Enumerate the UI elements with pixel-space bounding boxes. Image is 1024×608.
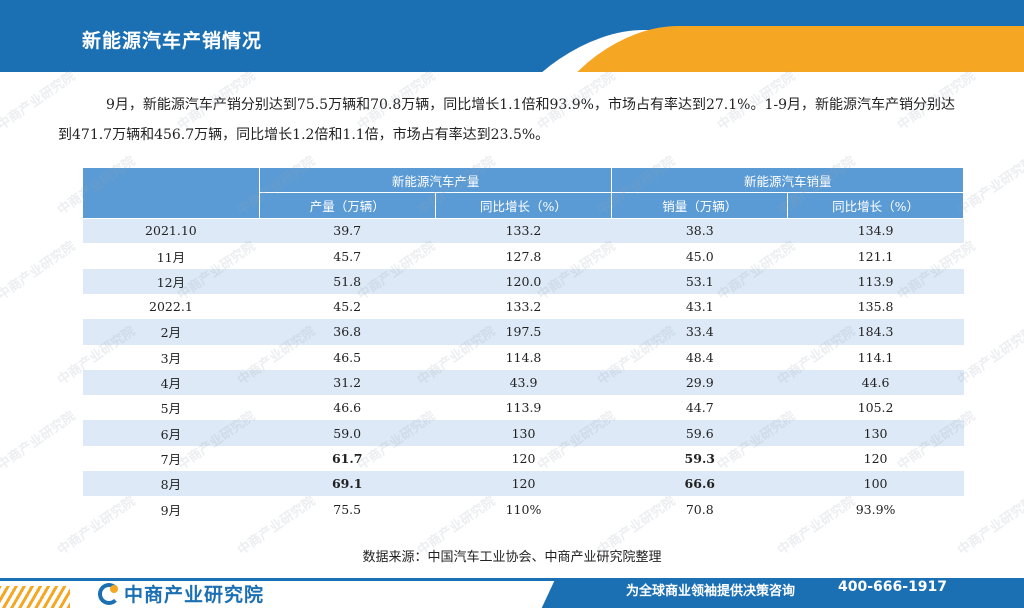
table-row: 2021.10 39.7 133.2 38.3 134.9 — [82, 218, 964, 244]
table-row: 2022.1 45.2 133.2 43.1 135.8 — [82, 293, 964, 320]
period-cell: 2022.1 — [82, 293, 260, 320]
sales-volume-cell: 45.0 — [611, 243, 788, 269]
table-body: 2021.10 39.7 133.2 38.3 134.9 11月 45.7 127.8 45.… — [82, 218, 964, 522]
sales-growth-cell: 44.6 — [787, 369, 964, 396]
header-banner: 新能源汽车产销情况 — [0, 0, 1024, 72]
sales-volume-cell: 43.1 — [611, 293, 788, 320]
period-cell: 6月 — [82, 420, 260, 446]
footer-logo: 中商产业研究院 — [98, 580, 264, 607]
sales-growth-cell: 105.2 — [787, 395, 964, 421]
production-volume-cell: 59.0 — [259, 420, 436, 446]
sales-growth-cell: 135.8 — [787, 293, 964, 320]
production-volume-cell: 46.6 — [259, 395, 436, 421]
watermark: 中商产业研究院 — [0, 408, 79, 474]
production-volume-header: 产量（万辆） — [258, 192, 436, 219]
production-growth-cell: 120 — [435, 471, 612, 497]
footer-top-line — [0, 578, 1024, 581]
sales-volume-cell: 59.3 — [611, 445, 788, 472]
sales-volume-cell: 33.4 — [611, 319, 788, 345]
production-volume-cell: 39.7 — [259, 218, 436, 244]
sales-volume-cell: 66.6 — [611, 471, 788, 497]
period-cell: 12月 — [82, 268, 260, 294]
production-volume-cell: 46.5 — [259, 344, 436, 370]
production-growth-cell: 127.8 — [435, 243, 612, 269]
intro-paragraph: 9月，新能源汽车产销分别达到75.5万辆和70.8万辆，同比增长1.1倍和93.… — [58, 97, 956, 143]
table-row: 5月 46.6 113.9 44.7 105.2 — [82, 395, 964, 421]
sales-volume-cell: 48.4 — [611, 344, 788, 370]
table-row: 4月 31.2 43.9 29.9 44.6 — [82, 369, 964, 396]
sales-growth-cell: 113.9 — [787, 268, 964, 294]
sales-volume-header: 销量（万辆） — [611, 192, 789, 219]
sales-growth-cell: 121.1 — [787, 243, 964, 269]
production-volume-cell: 45.2 — [259, 293, 436, 320]
period-cell: 4月 — [82, 369, 260, 396]
watermark: 中商产业研究院 — [0, 238, 79, 304]
logo-text: 中商产业研究院 — [124, 584, 265, 606]
table-row: 11月 45.7 127.8 45.0 121.1 — [82, 243, 964, 269]
period-cell: 3月 — [82, 344, 260, 370]
footer-phone: 400-666-1917 — [838, 579, 948, 595]
footer-blue-bar — [560, 581, 1024, 608]
sales-growth-cell: 120 — [787, 445, 964, 472]
production-volume-cell: 45.7 — [259, 243, 436, 269]
production-volume-cell: 69.1 — [259, 471, 436, 497]
production-volume-cell: 36.8 — [259, 319, 436, 345]
footer-stripes — [0, 586, 70, 608]
period-cell: 9月 — [82, 496, 260, 522]
sales-volume-cell: 59.6 — [611, 420, 788, 446]
table-row: 6月 59.0 130 59.6 130 — [82, 420, 964, 446]
table-row: 7月 61.7 120 59.3 120 — [82, 445, 964, 472]
page-title: 新能源汽车产销情况 — [82, 30, 263, 52]
sales-growth-cell: 184.3 — [787, 319, 964, 345]
production-sales-table: 新能源汽车产量 新能源汽车销量 产量（万辆） 同比增长（%） 销量（万辆） 同比… — [82, 166, 964, 522]
sales-volume-cell: 38.3 — [611, 218, 788, 244]
period-cell: 2021.10 — [82, 218, 260, 244]
sales-growth-cell: 114.1 — [787, 344, 964, 370]
logo-icon — [98, 582, 120, 605]
table-row: 8月 69.1 120 66.6 100 — [82, 471, 964, 497]
sales-growth-cell: 130 — [787, 420, 964, 446]
production-growth-cell: 114.8 — [435, 344, 612, 370]
production-growth-cell: 133.2 — [435, 218, 612, 244]
production-volume-cell: 61.7 — [259, 445, 436, 472]
sales-group-header: 新能源汽车销量 — [611, 166, 964, 194]
production-volume-cell: 31.2 — [259, 369, 436, 396]
production-growth-cell: 43.9 — [435, 369, 612, 396]
production-growth-cell: 110% — [435, 496, 612, 522]
production-group-header: 新能源汽车产量 — [258, 166, 613, 194]
production-growth-cell: 197.5 — [435, 319, 612, 345]
sales-growth-cell: 134.9 — [787, 218, 964, 244]
sales-volume-cell: 53.1 — [611, 268, 788, 294]
period-cell: 7月 — [82, 445, 260, 472]
footer-slogan: 为全球商业领袖提供决策咨询 — [626, 584, 796, 599]
table-row: 9月 75.5 110% 70.8 93.9% — [82, 496, 964, 522]
sales-growth-header: 同比增长（%） — [787, 192, 964, 219]
footer-bar — [0, 578, 1024, 608]
sales-growth-cell: 100 — [787, 471, 964, 497]
corner-header-cell — [82, 167, 260, 219]
production-growth-cell: 133.2 — [435, 293, 612, 320]
sales-volume-cell: 29.9 — [611, 369, 788, 396]
table-row: 2月 36.8 197.5 33.4 184.3 — [82, 319, 964, 345]
period-cell: 2月 — [82, 319, 260, 345]
data-source-note: 数据来源：中国汽车工业协会、中商产业研究院整理 — [362, 550, 662, 565]
production-growth-cell: 120 — [435, 445, 612, 472]
sales-volume-cell: 70.8 — [611, 496, 788, 522]
period-cell: 5月 — [82, 395, 260, 421]
period-cell: 8月 — [82, 471, 260, 497]
production-growth-cell: 113.9 — [435, 395, 612, 421]
production-growth-cell: 130 — [435, 420, 612, 446]
production-growth-cell: 120.0 — [435, 268, 612, 294]
production-volume-cell: 51.8 — [259, 268, 436, 294]
sales-growth-cell: 93.9% — [787, 496, 964, 522]
production-volume-cell: 75.5 — [259, 496, 436, 522]
table-row: 3月 46.5 114.8 48.4 114.1 — [82, 344, 964, 370]
production-growth-header: 同比增长（%） — [434, 192, 613, 219]
sales-volume-cell: 44.7 — [611, 395, 788, 421]
table-row: 12月 51.8 120.0 53.1 113.9 — [82, 268, 964, 294]
period-cell: 11月 — [82, 243, 260, 269]
